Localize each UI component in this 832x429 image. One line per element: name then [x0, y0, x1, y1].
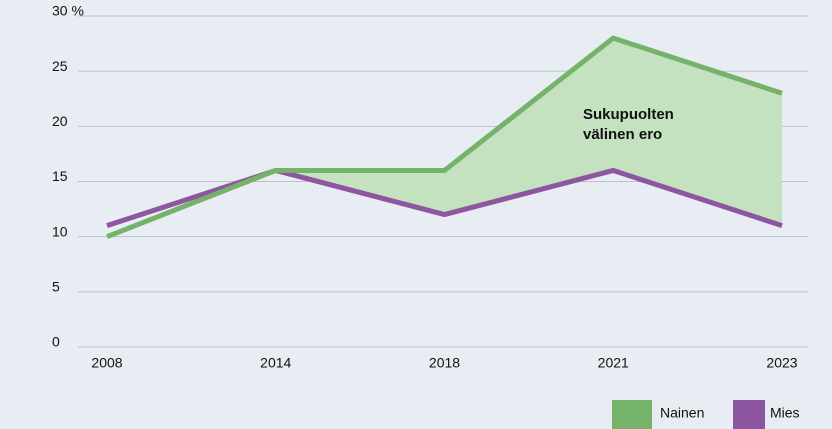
y-tick-label: 20 — [52, 113, 68, 129]
line-series — [106, 35, 783, 239]
y-tick-label: 5 — [52, 279, 60, 295]
legend-label: Mies — [770, 405, 800, 421]
x-tick-label: 2021 — [598, 355, 629, 371]
annotation: välinen ero — [583, 126, 662, 143]
y-tick-label: 10 — [52, 223, 68, 239]
gap-area — [613, 38, 782, 226]
gap-area — [444, 38, 614, 215]
y-tick-label: 0 — [52, 334, 60, 350]
legend-label: Nainen — [660, 405, 704, 421]
legend-swatch — [733, 400, 765, 429]
x-tick-label: 2008 — [91, 355, 122, 371]
line-series — [106, 167, 783, 229]
y-tick-label: 15 — [52, 168, 68, 184]
x-tick-label: 2014 — [260, 355, 291, 371]
x-tick-label: 2023 — [766, 355, 797, 371]
legend-swatch — [612, 400, 652, 429]
y-tick-label: 25 — [52, 58, 68, 74]
y-tick-label: 30 % — [52, 3, 84, 19]
annotation: Sukupuolten — [583, 106, 674, 123]
x-tick-label: 2018 — [429, 355, 460, 371]
